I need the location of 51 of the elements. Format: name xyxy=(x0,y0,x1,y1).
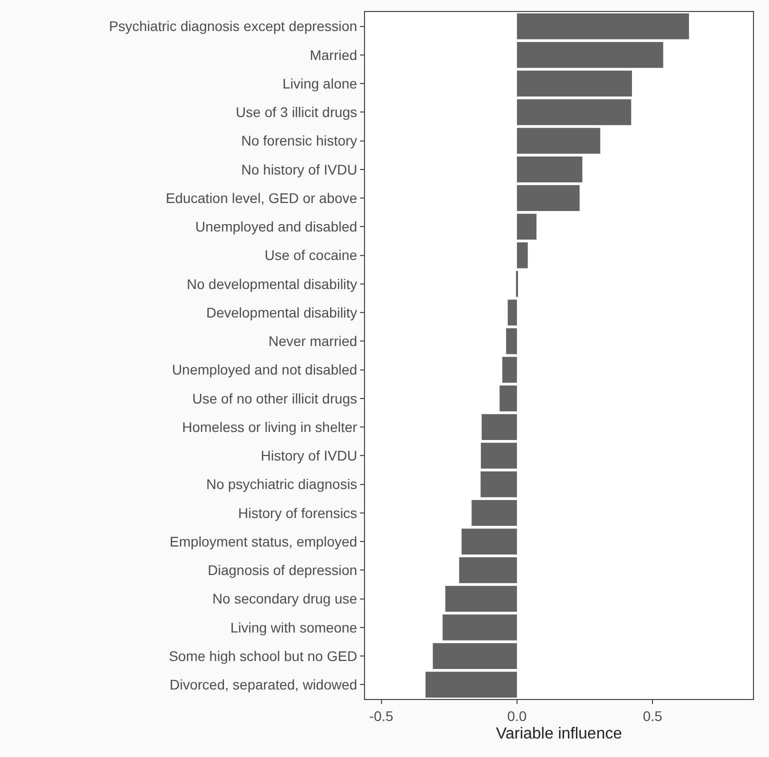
bar xyxy=(482,414,517,440)
y-tick-label: Unemployed and disabled xyxy=(195,218,358,235)
bar xyxy=(442,614,517,640)
bar xyxy=(445,586,517,612)
y-tick-label: No developmental disability xyxy=(186,276,358,292)
bar xyxy=(516,13,689,40)
x-tick-label: 0.5 xyxy=(642,708,663,724)
bar xyxy=(480,442,517,469)
bar xyxy=(516,70,632,96)
y-tick-label: Unemployed and not disabled xyxy=(172,362,358,378)
y-tick-label: Never married xyxy=(268,333,358,350)
y-tick-label: No history of IVDU xyxy=(241,161,358,178)
x-tick-label: 0.0 xyxy=(507,708,527,724)
x-tick-label: -0.5 xyxy=(369,708,394,724)
bar xyxy=(500,386,517,412)
y-tick-label: Divorced, separated, widowed xyxy=(170,676,358,693)
y-tick-label: Homeless or living in shelter xyxy=(182,418,358,435)
y-tick-label: Psychiatric diagnosis except depression xyxy=(108,18,358,34)
y-tick-label: Some high school but no GED xyxy=(168,648,358,664)
bar xyxy=(480,471,517,498)
x-axis-title: Variable influence xyxy=(496,726,622,742)
y-tick-label: Married xyxy=(310,46,358,63)
y-tick-label: Living alone xyxy=(282,75,358,92)
y-tick-label: No forensic history xyxy=(241,132,358,149)
bar xyxy=(506,328,517,354)
bar xyxy=(516,99,632,126)
bar xyxy=(516,128,600,154)
y-tick-label: Use of no other illicit drugs xyxy=(192,390,358,406)
bar xyxy=(502,356,517,383)
y-tick-label: Employment status, employed xyxy=(170,533,358,550)
bar xyxy=(459,557,517,584)
y-tick-label: Education level, GED or above xyxy=(166,190,358,206)
y-tick-label: Diagnosis of depression xyxy=(208,562,358,578)
bar xyxy=(508,300,517,326)
y-tick-label: History of IVDU xyxy=(260,448,358,464)
y-tick-label: No secondary drug use xyxy=(212,590,358,607)
bar xyxy=(426,672,517,698)
y-tick-label: Developmental disability xyxy=(206,304,358,320)
bar xyxy=(432,643,517,669)
bar xyxy=(516,156,582,182)
bar xyxy=(516,185,580,211)
bar xyxy=(516,42,664,68)
y-tick-label: Use of 3 illicit drugs xyxy=(236,104,358,120)
y-tick-label: Living with someone xyxy=(230,619,358,636)
bar xyxy=(462,528,517,554)
bar xyxy=(472,500,517,526)
y-tick-label: History of forensics xyxy=(238,504,358,521)
bar xyxy=(516,214,536,240)
bar xyxy=(516,242,528,268)
y-tick-label: Use of cocaine xyxy=(264,247,358,264)
y-tick-label: No psychiatric diagnosis xyxy=(206,476,358,492)
